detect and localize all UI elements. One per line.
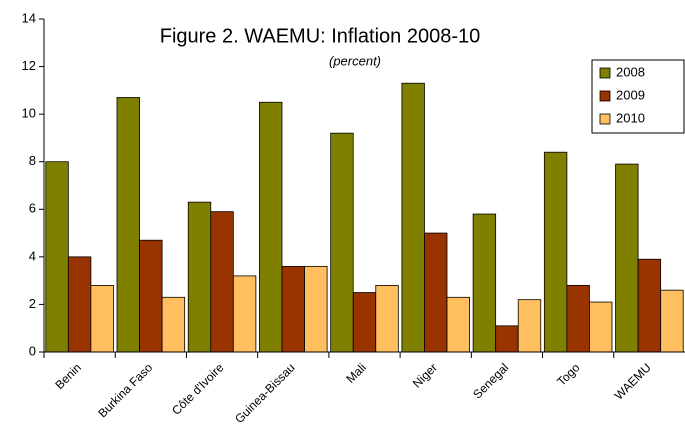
legend-label: 2008	[616, 64, 645, 79]
x-tick-label: Senegal	[470, 360, 511, 401]
bar	[67, 256, 92, 353]
x-tick-label: Niger	[410, 360, 440, 390]
bar	[589, 301, 613, 353]
legend-label: 2009	[616, 87, 645, 102]
bar	[517, 299, 542, 353]
bar	[660, 289, 684, 353]
bar	[352, 292, 377, 353]
x-tick-label: Guinea-Bissau	[232, 360, 298, 426]
legend-swatch	[599, 113, 611, 125]
y-tick-label: 12	[22, 58, 36, 73]
bar	[232, 275, 257, 353]
bar	[210, 211, 234, 353]
bar	[446, 296, 470, 353]
legend-swatch	[599, 90, 611, 102]
bar	[139, 239, 163, 353]
bar	[472, 213, 497, 353]
chart-subtitle: (percent)	[329, 53, 381, 68]
x-tick-label: Côte d'Ivoire	[169, 360, 226, 417]
bar	[304, 265, 328, 353]
bar	[161, 296, 186, 353]
x-tick-label: Togo	[554, 360, 583, 389]
x-tick-label: WAEMU	[612, 360, 654, 402]
bar	[116, 97, 140, 353]
y-tick-label: 8	[29, 153, 36, 168]
x-tick-label: Burkina Faso	[95, 360, 155, 420]
x-tick-label: Benin	[52, 360, 84, 392]
y-tick-label: 14	[22, 10, 36, 25]
bar	[495, 325, 519, 353]
bar	[637, 258, 662, 353]
y-tick-label: 10	[22, 106, 36, 121]
x-tick-label: Mali	[343, 360, 368, 385]
legend-label: 2010	[616, 110, 645, 125]
y-tick-label: 0	[29, 343, 36, 358]
y-tick-label: 6	[29, 201, 36, 216]
bar	[187, 201, 212, 353]
y-tick-label: 2	[29, 296, 36, 311]
bar	[615, 163, 639, 353]
bar	[566, 284, 590, 353]
chart-title: Figure 2. WAEMU: Inflation 2008-10	[160, 25, 481, 47]
bar	[543, 151, 568, 353]
bar	[259, 101, 283, 353]
legend-swatch	[599, 67, 611, 79]
bar	[90, 284, 114, 353]
bar	[424, 232, 448, 353]
bar	[281, 265, 305, 353]
bar	[401, 82, 425, 353]
bar	[330, 132, 354, 353]
bar	[375, 284, 399, 353]
y-tick-label: 4	[29, 248, 36, 263]
bar	[45, 161, 69, 353]
